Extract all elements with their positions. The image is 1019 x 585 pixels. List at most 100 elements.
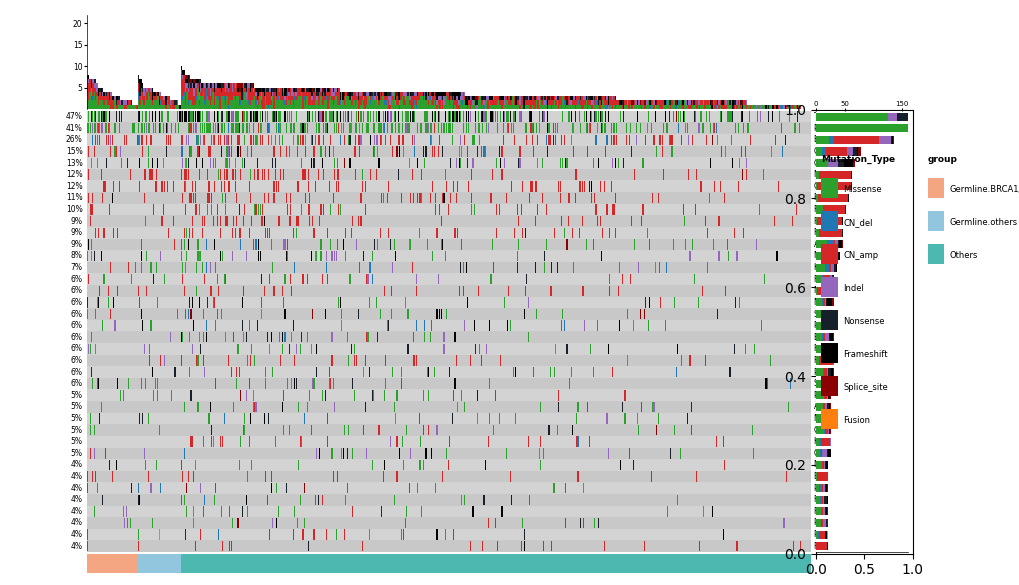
Bar	[745, 554, 747, 573]
Bar	[219, 88, 220, 109]
Bar	[593, 192, 594, 203]
Bar	[319, 216, 320, 226]
Bar	[204, 216, 205, 226]
Bar	[478, 123, 479, 133]
Bar	[520, 554, 522, 573]
Bar	[264, 192, 265, 203]
Bar	[754, 343, 755, 354]
Bar	[527, 332, 528, 342]
Bar	[211, 436, 212, 447]
Bar	[255, 92, 257, 96]
Bar	[516, 101, 518, 105]
Bar	[251, 216, 252, 226]
Bar	[319, 101, 320, 105]
Bar	[728, 111, 729, 122]
Bar	[545, 96, 546, 101]
Bar	[268, 135, 269, 145]
Bar	[661, 146, 662, 157]
Bar	[511, 554, 512, 573]
Bar	[269, 343, 270, 354]
Bar	[244, 554, 246, 573]
Bar	[383, 92, 385, 96]
Bar	[432, 111, 433, 122]
Bar	[115, 96, 117, 101]
Bar	[608, 274, 609, 284]
Bar	[214, 92, 215, 105]
Bar	[482, 111, 483, 122]
Text: 9%: 9%	[70, 216, 83, 226]
Bar	[332, 88, 334, 92]
Bar	[189, 554, 191, 573]
Bar	[530, 554, 531, 573]
Bar	[246, 101, 247, 109]
Bar	[356, 239, 357, 250]
Bar	[498, 105, 499, 109]
Bar	[743, 228, 744, 238]
Bar	[467, 297, 468, 308]
Bar	[375, 111, 376, 122]
Bar	[507, 123, 508, 133]
Bar	[562, 101, 565, 105]
Bar	[214, 297, 215, 308]
Bar	[152, 518, 153, 528]
Bar	[697, 101, 698, 105]
Bar	[829, 438, 830, 446]
Bar	[463, 262, 464, 273]
Bar	[437, 101, 439, 105]
Bar	[148, 413, 149, 424]
Bar	[91, 79, 92, 83]
Bar	[553, 228, 554, 238]
Bar	[480, 355, 481, 366]
Text: 6%: 6%	[70, 275, 83, 284]
Bar	[168, 228, 169, 238]
Bar	[164, 554, 165, 573]
Bar	[320, 204, 321, 215]
Bar	[377, 332, 378, 342]
Bar	[370, 170, 371, 180]
Bar	[533, 105, 534, 109]
Bar	[431, 123, 432, 133]
Bar	[595, 554, 596, 573]
Bar	[378, 158, 379, 168]
Bar	[576, 105, 577, 109]
Bar	[510, 554, 511, 573]
Bar	[688, 135, 689, 145]
Bar	[616, 554, 619, 573]
Bar	[351, 228, 352, 238]
Bar	[229, 96, 230, 105]
Bar	[783, 518, 784, 528]
Bar	[313, 228, 314, 238]
Bar	[459, 285, 460, 296]
Bar	[762, 554, 763, 573]
Bar	[890, 136, 892, 144]
Bar	[334, 101, 335, 109]
Bar	[421, 96, 422, 109]
Bar	[277, 554, 278, 573]
Bar	[368, 92, 370, 96]
Bar	[589, 96, 591, 101]
Bar	[226, 83, 227, 88]
Bar	[782, 146, 783, 157]
Bar	[679, 448, 680, 459]
Bar	[197, 83, 199, 88]
Bar	[798, 123, 799, 133]
Bar	[447, 460, 448, 470]
Bar	[733, 105, 734, 109]
Bar	[379, 135, 380, 145]
Bar	[439, 111, 440, 122]
Bar	[308, 92, 309, 105]
Bar	[623, 111, 624, 122]
Bar	[471, 96, 472, 105]
Bar	[422, 460, 423, 470]
Bar	[526, 274, 527, 284]
Bar	[200, 343, 201, 354]
Bar	[258, 554, 259, 573]
Bar	[339, 204, 340, 215]
Bar	[659, 101, 661, 109]
Bar	[540, 460, 541, 470]
Bar	[454, 332, 455, 342]
Bar	[129, 105, 130, 109]
Bar	[91, 83, 92, 88]
Bar	[425, 448, 426, 459]
Bar	[206, 554, 207, 573]
